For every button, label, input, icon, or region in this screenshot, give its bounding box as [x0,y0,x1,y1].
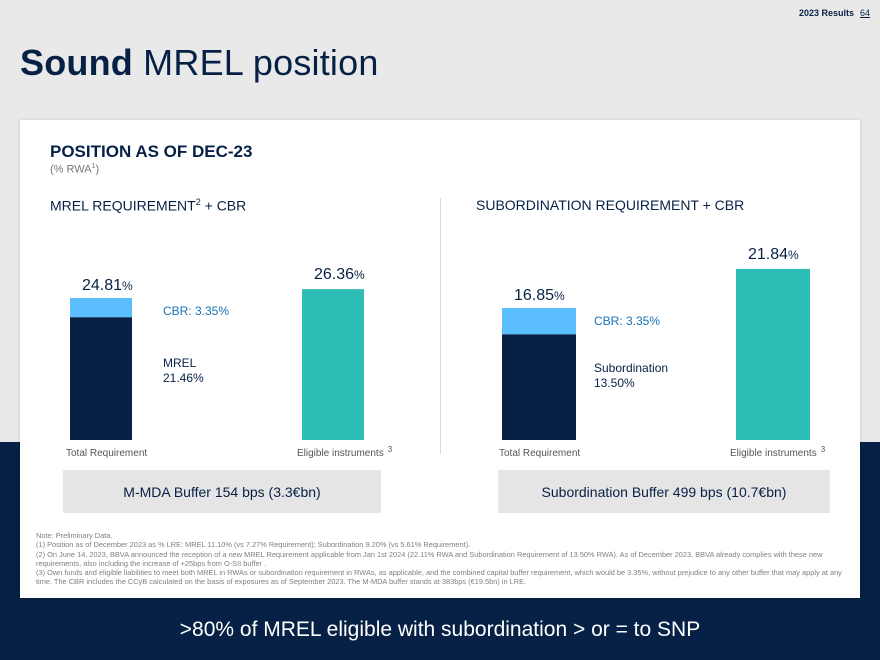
mrel-base-label: MREL [163,356,197,370]
subordination-category-label: Total Requirement [499,448,580,459]
mrel-panel-title: MREL REQUIREMENT2 + CBR [50,197,247,214]
subordination-category-label: Eligible instruments 3 [730,445,826,459]
mrel-total-label: 24.81% [82,277,133,294]
subordination-total-label: 16.85% [514,287,565,304]
page-number: 64 [859,8,870,18]
subordination-base-value-label: 13.50% [594,376,635,390]
mrel-cbr-bar [70,298,132,318]
subordination-buffer-box: Subordination Buffer 499 bps (10.7€bn) [498,470,830,513]
mrel-base-value-label: 21.46% [163,371,204,385]
mrel-eligible-bar [302,289,364,440]
mrel-category-label: Total Requirement [66,448,147,459]
footnote-3: (3) Own funds and eligible liabilities t… [36,568,842,587]
mrel-category-label: Eligible instruments 3 [297,445,393,459]
page-title-strong: Sound [20,42,133,83]
section-subtitle: (% RWA1) [50,163,100,176]
footnote-note: Note: Preliminary Data. [36,531,113,540]
page-title-rest: MREL position [132,42,379,83]
section-title: POSITION AS OF DEC-23 [50,142,253,161]
bottom-message: >80% of MREL eligible with subordination… [179,618,701,641]
subordination-cbr-bar [502,308,576,335]
mrel-base-bar [70,317,132,440]
footnote-1: (1) Position as of December 2023 as % LR… [36,540,471,550]
mmda-buffer-box: M-MDA Buffer 154 bps (3.3€bn) [63,470,381,513]
subordination-eligible-label: 21.84% [748,246,799,263]
mrel-cbr-label: CBR: 3.35% [163,304,229,318]
subordination-cbr-label: CBR: 3.35% [594,314,660,328]
mrel-eligible-label: 26.36% [314,266,365,283]
footnote-2: (2) On June 14, 2023, BBVA announced the… [36,549,823,568]
footnotes: Note: Preliminary Data. (1) Position as … [36,531,846,587]
content-card: POSITION AS OF DEC-23 (% RWA1) MREL REQU… [20,120,860,598]
subordination-base-label: Subordination [594,361,668,375]
page-title: Sound MREL position [20,42,379,84]
panel-divider [440,198,441,454]
subordination-base-bar [502,334,576,440]
subordination-eligible-bar [736,268,810,440]
report-name: 2023 Results [798,8,854,18]
header-label: 2023 Results 64 [799,8,870,18]
subordination-panel-title: SUBORDINATION REQUIREMENT + CBR [476,197,745,213]
